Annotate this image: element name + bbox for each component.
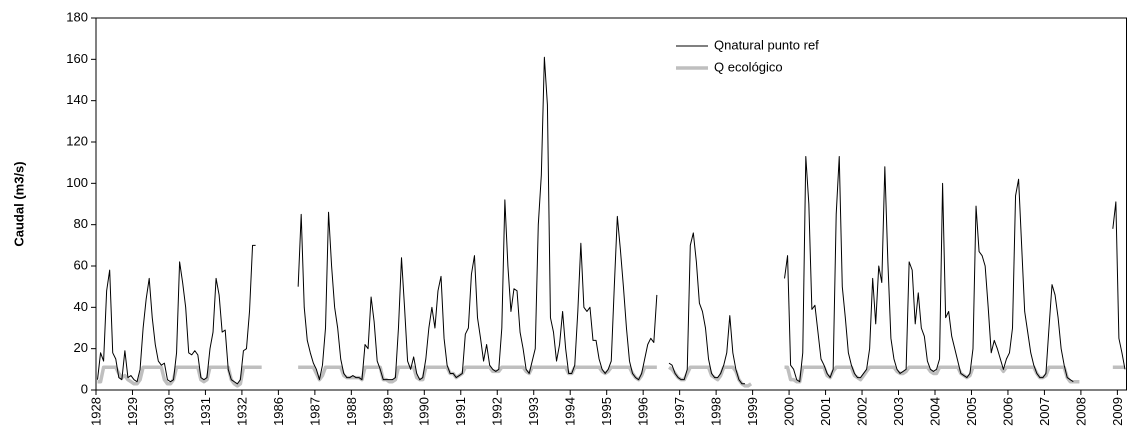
x-tick-label: 1992	[490, 397, 505, 426]
y-tick-label: 120	[66, 133, 88, 148]
y-tick-label: 140	[66, 92, 88, 107]
x-tick-label: 1929	[125, 397, 140, 426]
y-tick-label: 0	[81, 381, 88, 396]
series-line	[97, 365, 1125, 388]
x-tick-label: 1928	[88, 397, 103, 426]
x-tick-label: 2007	[1037, 397, 1052, 426]
x-tick-label: 2001	[818, 397, 833, 426]
x-tick-label: 2004	[927, 397, 942, 426]
x-tick-label: 1995	[599, 397, 614, 426]
y-tick-label: 80	[74, 216, 88, 231]
x-tick-label: 1991	[453, 397, 468, 426]
y-tick-label: 100	[66, 175, 88, 190]
x-tick-label: 1999	[745, 397, 760, 426]
x-tick-label: 1993	[526, 397, 541, 426]
y-tick-label: 60	[74, 257, 88, 272]
x-tick-label: 1931	[198, 397, 213, 426]
x-tick-label: 2003	[891, 397, 906, 426]
plot-frame	[95, 17, 1127, 391]
series-line	[97, 56, 1126, 385]
x-tick-label: 1996	[636, 397, 651, 426]
legend-label: Q ecológico	[714, 59, 783, 74]
x-tick-label: 1930	[161, 397, 176, 426]
y-tick-label: 160	[66, 51, 88, 66]
x-tick-label: 2008	[1073, 397, 1088, 426]
x-tick-label: 1990	[417, 397, 432, 426]
x-tick-label: 1986	[271, 397, 286, 426]
y-tick-label: 180	[66, 9, 88, 24]
y-tick-label: 20	[74, 340, 88, 355]
x-tick-label: 2000	[782, 397, 797, 426]
legend-label: Qnatural punto ref	[714, 37, 819, 52]
x-tick-label: 1997	[672, 397, 687, 426]
x-tick-label: 2002	[854, 397, 869, 426]
x-tick-label: 2006	[1000, 397, 1015, 426]
x-tick-label: 2009	[1110, 397, 1125, 426]
x-tick-label: 1994	[563, 397, 578, 426]
x-tick-label: 1998	[709, 397, 724, 426]
x-tick-label: 1989	[380, 397, 395, 426]
x-tick-label: 1987	[307, 397, 322, 426]
y-axis-label: Caudal (m3/s)	[11, 161, 26, 246]
x-tick-label: 2005	[964, 397, 979, 426]
x-tick-label: 1988	[344, 397, 359, 426]
x-tick-label: 1932	[234, 397, 249, 426]
y-tick-label: 40	[74, 299, 88, 314]
